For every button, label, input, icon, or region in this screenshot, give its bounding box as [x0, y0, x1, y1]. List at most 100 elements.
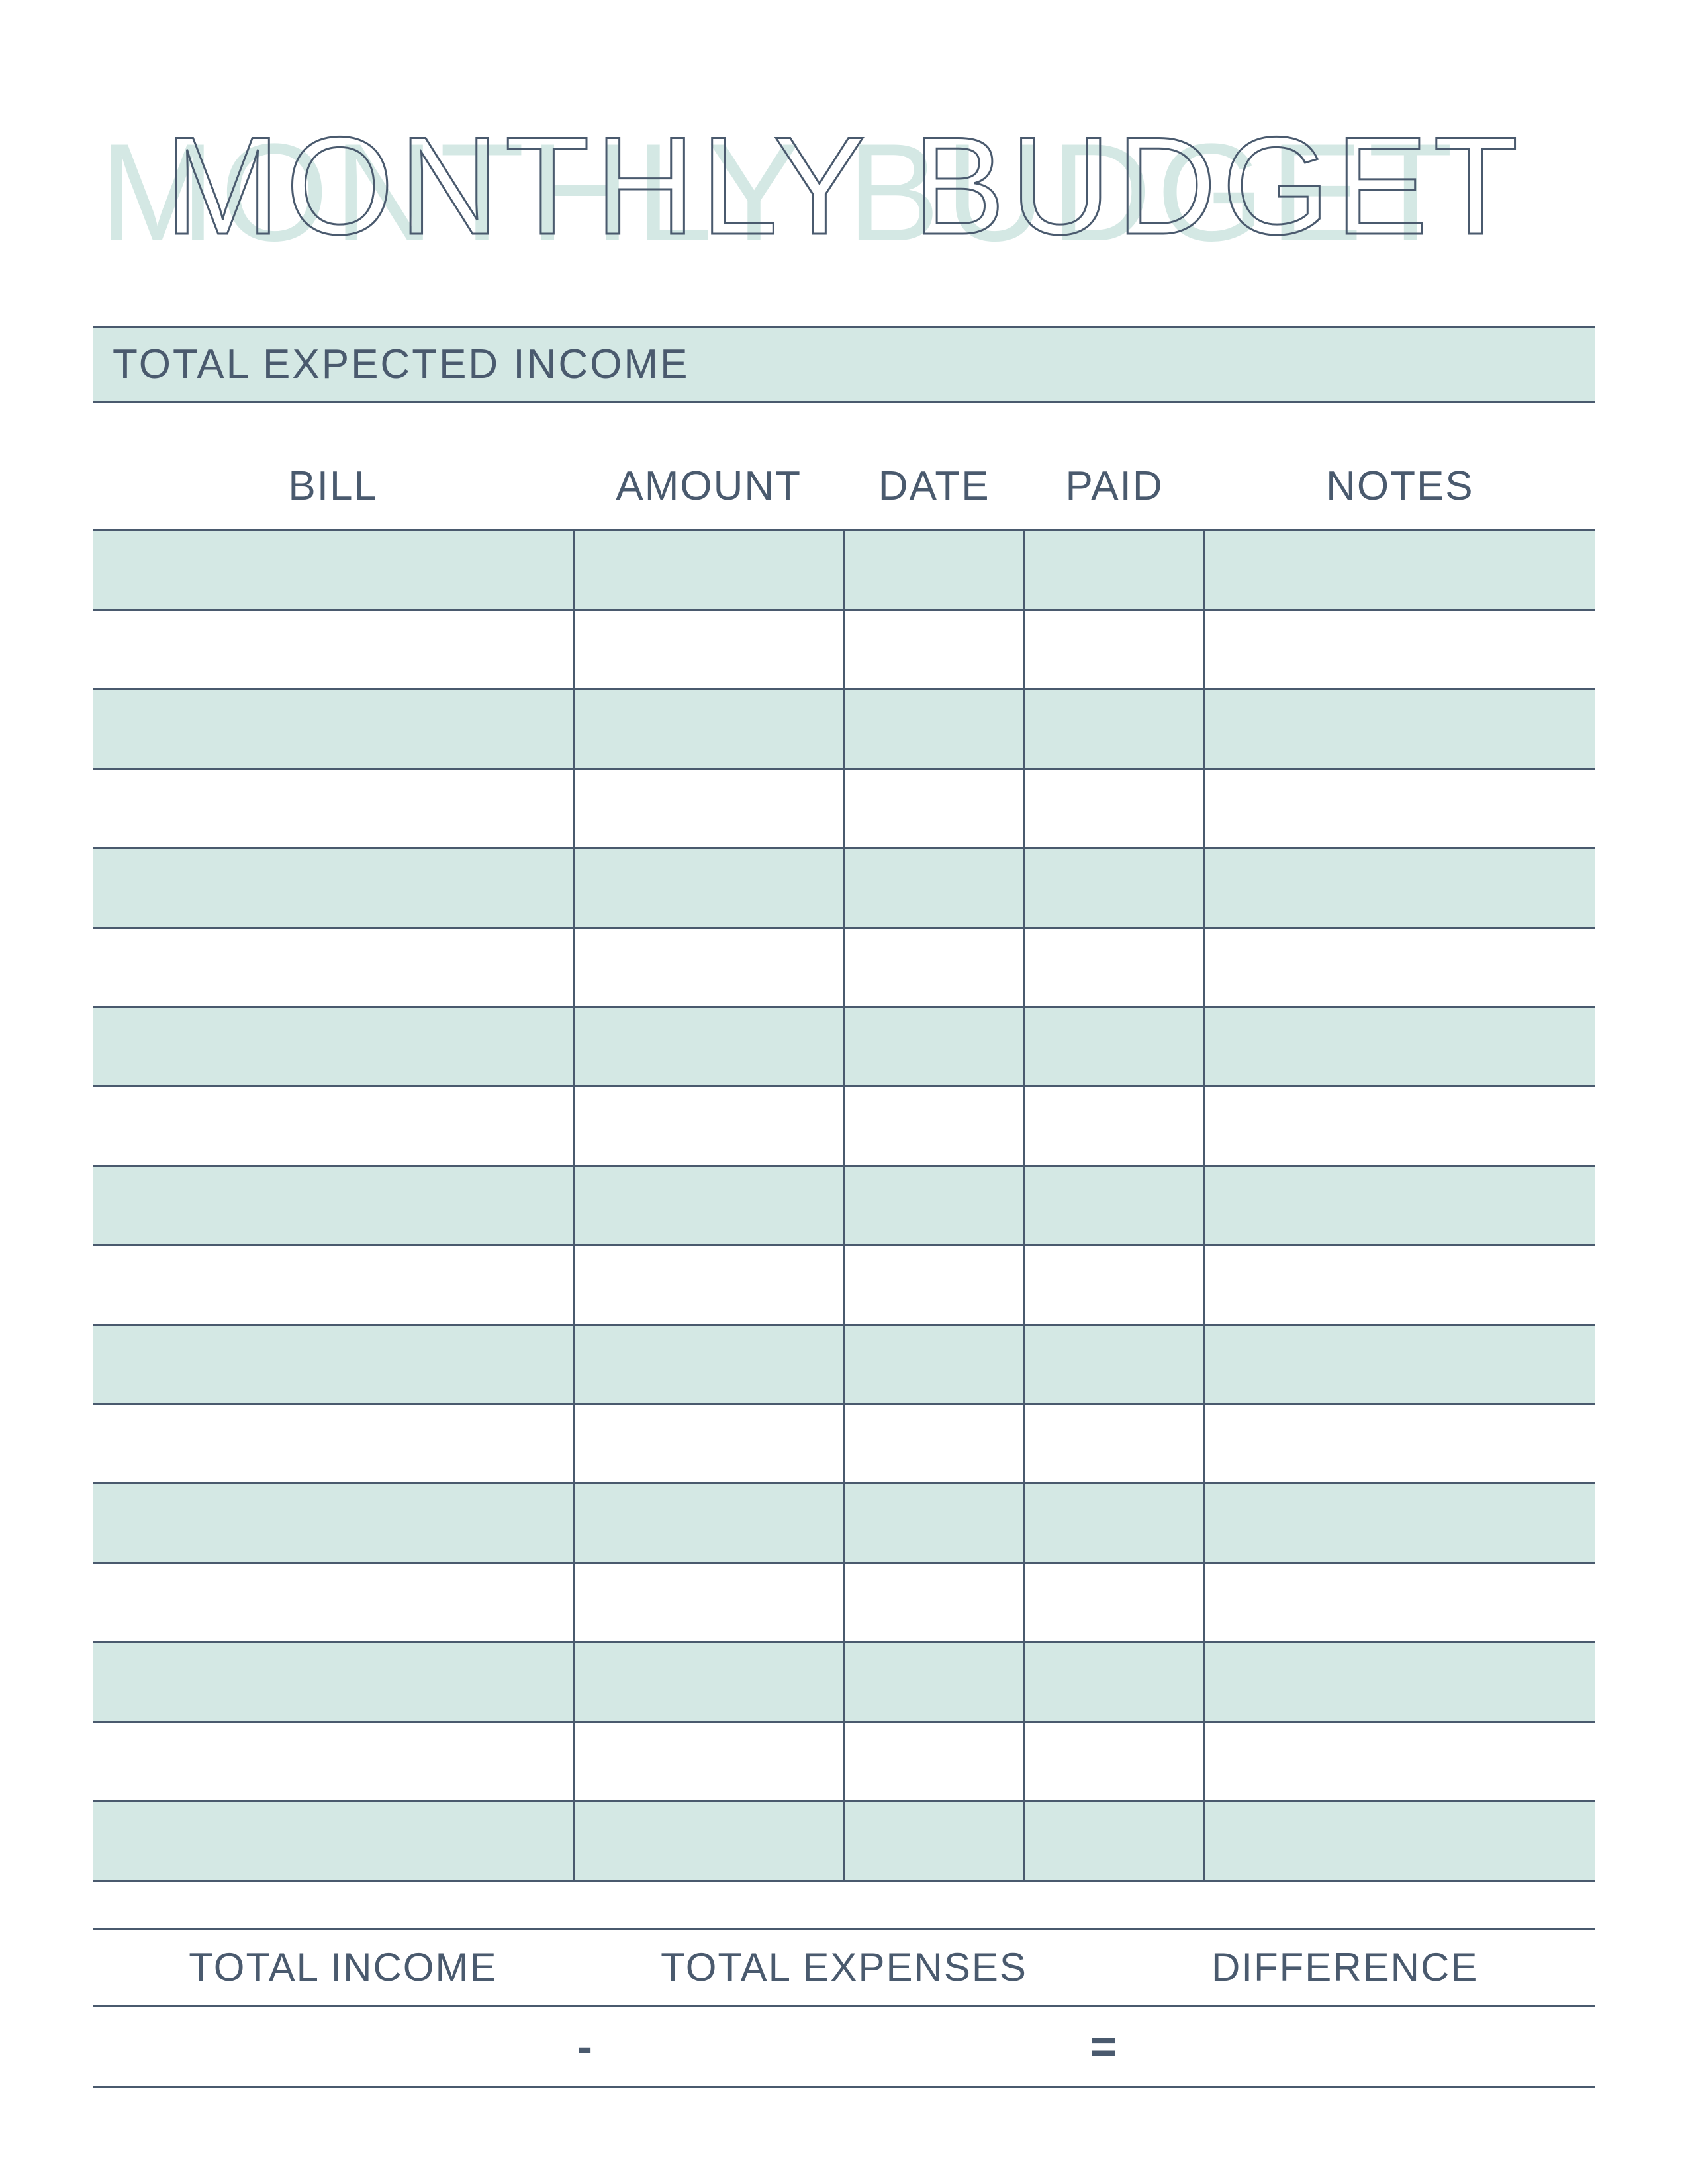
- table-header-row: BILL AMOUNT DATE PAID NOTES: [93, 449, 1595, 531]
- table-cell: [844, 1563, 1024, 1643]
- summary-values-row: - =: [93, 2007, 1595, 2086]
- table-cell: [93, 1087, 573, 1166]
- table-cell: [1205, 1801, 1595, 1881]
- table-cell: [1024, 928, 1204, 1007]
- table-row: [93, 1563, 1595, 1643]
- table-cell: [1205, 1404, 1595, 1484]
- table-cell: [1024, 1007, 1204, 1087]
- table-row: [93, 1325, 1595, 1404]
- table-cell: [1205, 1007, 1595, 1087]
- table-cell: [93, 1722, 573, 1801]
- table-cell: [1024, 531, 1204, 610]
- table-cell: [1205, 1246, 1595, 1325]
- table-cell: [844, 1801, 1024, 1881]
- table-cell: [1205, 1643, 1595, 1722]
- table-cell: [1205, 769, 1595, 848]
- table-cell: [1205, 1166, 1595, 1246]
- table-cell: [1205, 531, 1595, 610]
- table-row: [93, 1087, 1595, 1166]
- table-cell: [573, 848, 844, 928]
- table-row: [93, 769, 1595, 848]
- table-row: [93, 1643, 1595, 1722]
- table-cell: [844, 610, 1024, 690]
- table-cell: [844, 848, 1024, 928]
- table-row: [93, 1246, 1595, 1325]
- table-cell: [93, 610, 573, 690]
- table-row: [93, 1404, 1595, 1484]
- table-cell: [573, 1325, 844, 1404]
- table-cell: [1024, 610, 1204, 690]
- income-section: TOTAL EXPECTED INCOME: [93, 326, 1595, 403]
- table-cell: [93, 690, 573, 769]
- table-cell: [1024, 1801, 1204, 1881]
- table-cell: [1024, 769, 1204, 848]
- table-cell: [844, 531, 1024, 610]
- table-cell: [1024, 848, 1204, 928]
- table-row: [93, 610, 1595, 690]
- summary-label-expenses: TOTAL EXPENSES: [594, 1930, 1095, 2005]
- table-row: [93, 848, 1595, 928]
- table-cell: [93, 769, 573, 848]
- table-cell: [573, 531, 844, 610]
- table-cell: [1024, 1722, 1204, 1801]
- table-cell: [1024, 1166, 1204, 1246]
- col-header-notes: NOTES: [1205, 449, 1595, 531]
- table-cell: [93, 1007, 573, 1087]
- page-title: MONTHLY BUDGET: [93, 106, 1595, 266]
- table-cell: [1205, 690, 1595, 769]
- table-cell: [844, 1087, 1024, 1166]
- table-cell: [844, 928, 1024, 1007]
- table-cell: [573, 1007, 844, 1087]
- table-cell: [1024, 1087, 1204, 1166]
- table-cell: [1024, 1246, 1204, 1325]
- table-cell: [844, 769, 1024, 848]
- table-cell: [573, 1801, 844, 1881]
- table-cell: [93, 928, 573, 1007]
- table-cell: [1205, 928, 1595, 1007]
- table-cell: [573, 928, 844, 1007]
- table-row: [93, 1801, 1595, 1881]
- col-header-date: DATE: [844, 449, 1024, 531]
- table-cell: [844, 1166, 1024, 1246]
- table-cell: [93, 848, 573, 928]
- table-row: [93, 1166, 1595, 1246]
- table-cell: [93, 1563, 573, 1643]
- table-cell: [1024, 1484, 1204, 1563]
- table-row: [93, 531, 1595, 610]
- table-cell: [93, 1404, 573, 1484]
- table-cell: [93, 531, 573, 610]
- table-row: [93, 690, 1595, 769]
- table-cell: [1024, 1325, 1204, 1404]
- table-cell: [1205, 1484, 1595, 1563]
- table-cell: [93, 1643, 573, 1722]
- table-cell: [844, 1246, 1024, 1325]
- table-cell: [573, 690, 844, 769]
- table-cell: [844, 1643, 1024, 1722]
- col-header-paid: PAID: [1024, 449, 1204, 531]
- summary-section: TOTAL INCOME TOTAL EXPENSES DIFFERENCE -…: [93, 1928, 1595, 2088]
- table-cell: [1024, 690, 1204, 769]
- summary-labels-row: TOTAL INCOME TOTAL EXPENSES DIFFERENCE: [93, 1930, 1595, 2007]
- table-cell: [93, 1166, 573, 1246]
- equals-operator: =: [1077, 2020, 1130, 2073]
- table-cell: [1024, 1643, 1204, 1722]
- table-cell: [573, 610, 844, 690]
- table-cell: [573, 1563, 844, 1643]
- table-cell: [844, 1722, 1024, 1801]
- table-cell: [93, 1325, 573, 1404]
- table-cell: [1205, 1087, 1595, 1166]
- table-cell: [573, 1643, 844, 1722]
- bills-table: BILL AMOUNT DATE PAID NOTES: [93, 449, 1595, 1882]
- table-cell: [93, 1246, 573, 1325]
- summary-label-difference: DIFFERENCE: [1094, 1930, 1595, 2005]
- table-cell: [1205, 1325, 1595, 1404]
- table-cell: [573, 1484, 844, 1563]
- income-label: TOTAL EXPECTED INCOME: [113, 341, 689, 387]
- table-cell: [844, 1325, 1024, 1404]
- minus-operator: -: [558, 2020, 611, 2073]
- table-cell: [844, 1484, 1024, 1563]
- table-cell: [573, 1087, 844, 1166]
- table-cell: [1024, 1404, 1204, 1484]
- table-cell: [1205, 610, 1595, 690]
- table-cell: [1024, 1563, 1204, 1643]
